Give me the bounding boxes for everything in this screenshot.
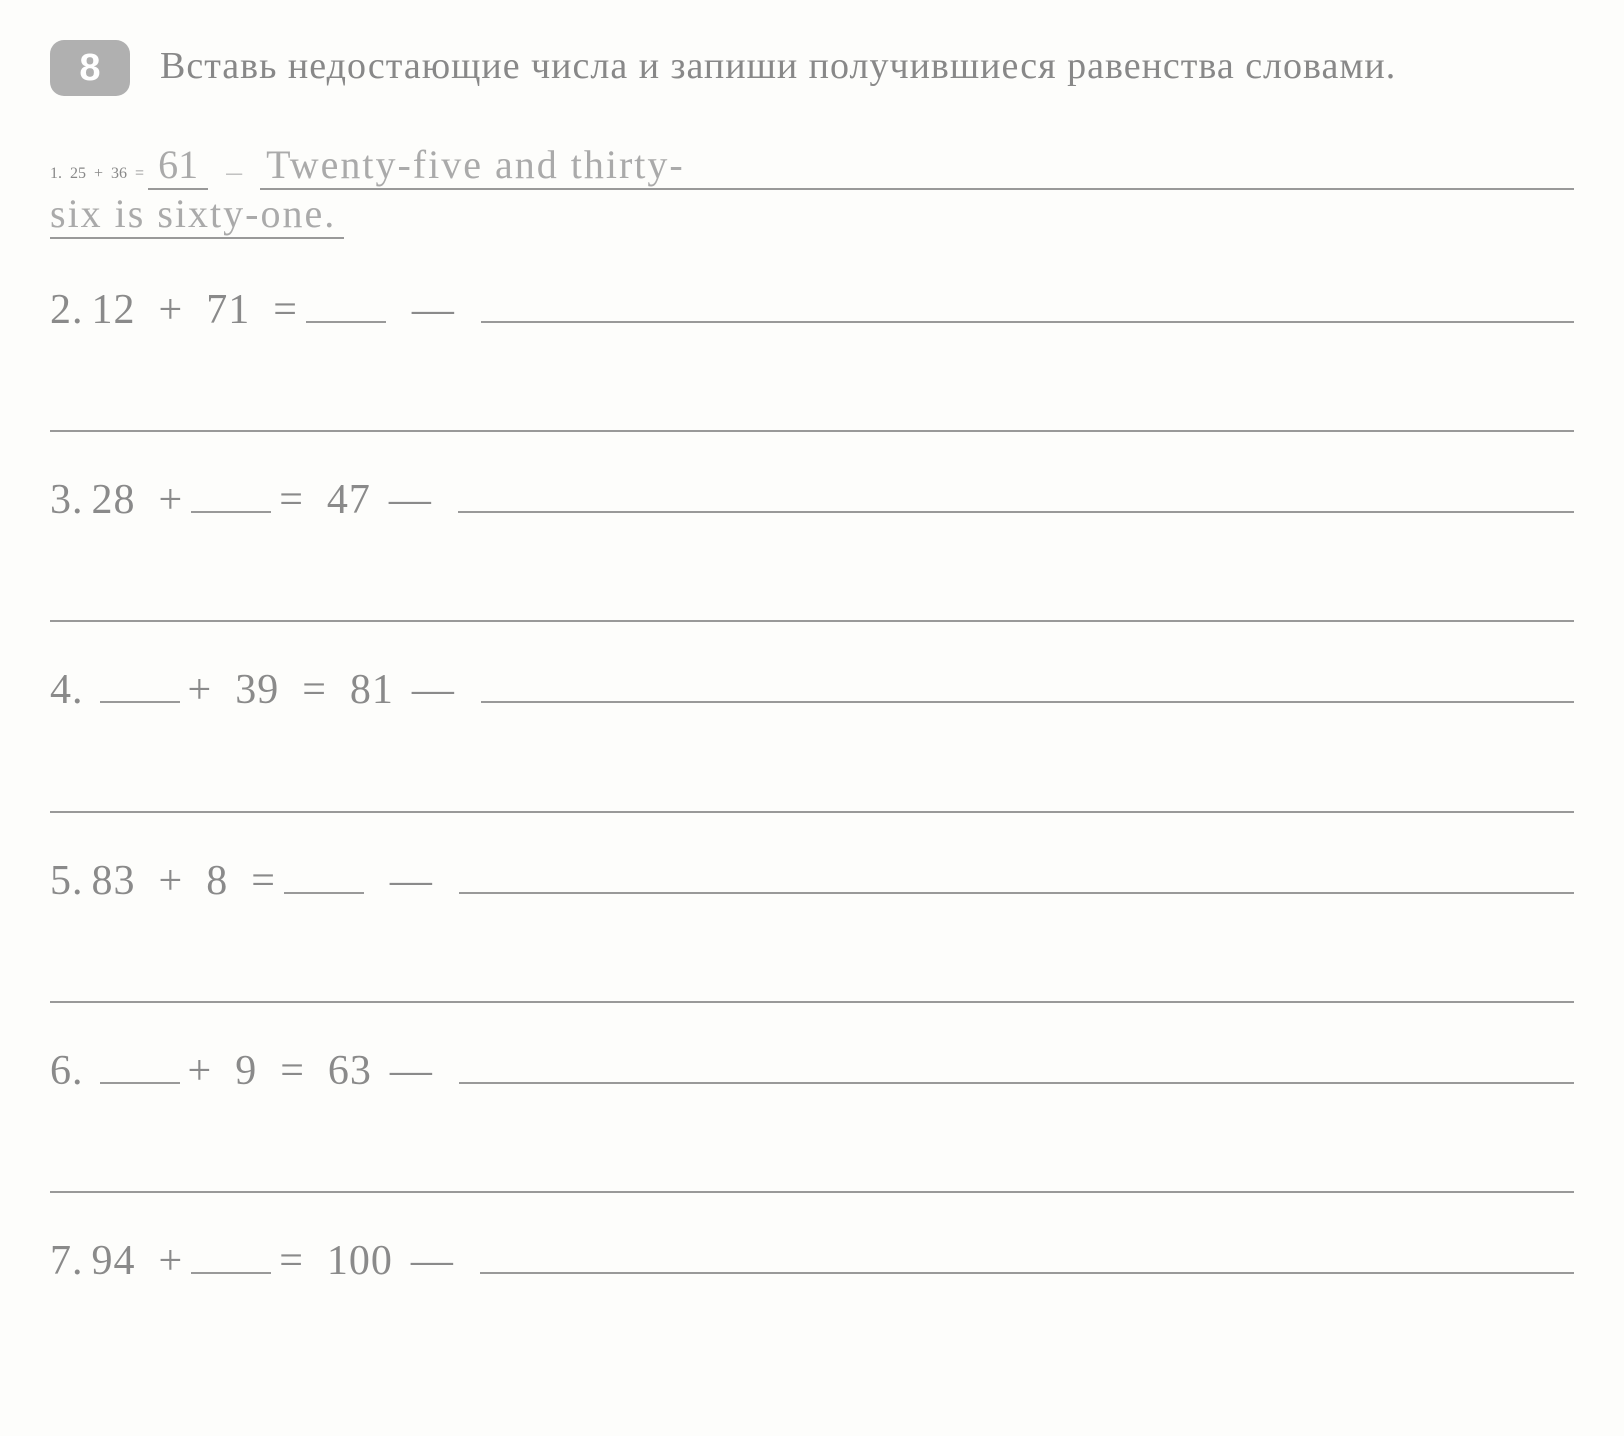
answer-blank-line[interactable] <box>480 1232 1574 1274</box>
problem-number: 1. <box>50 165 62 183</box>
blank-operand[interactable] <box>100 661 180 703</box>
operand-left: 12 <box>92 287 136 333</box>
answer-blank-line[interactable] <box>458 471 1574 513</box>
operator: + <box>159 1238 184 1284</box>
exercise-instruction: Вставь недостающие числа и запиши получи… <box>160 40 1396 93</box>
example-answer-text-line2: six is sixty-one. <box>50 190 344 239</box>
example-answer-number: 61 <box>148 141 208 190</box>
problem-7: 7. 94 + = 100 — <box>50 1228 1574 1295</box>
operand-right: 71 <box>206 287 250 333</box>
equals: = <box>279 477 304 523</box>
equals: = <box>135 165 144 182</box>
operator: + <box>159 477 184 523</box>
operand-left: 94 <box>92 1238 136 1284</box>
problem-1: 1. 25 + 36 = 61 — Twenty-five and thirty… <box>50 141 1574 257</box>
answer-blank-line[interactable] <box>459 1042 1574 1084</box>
dash-separator: — <box>411 1228 454 1295</box>
answer-continuation-line[interactable] <box>50 945 1574 1003</box>
math-expression-right: = 47 <box>279 467 371 534</box>
operand-left: 83 <box>92 858 136 904</box>
operand-right: 9 <box>235 1048 257 1094</box>
answer-blank-line[interactable] <box>481 281 1574 323</box>
problem-2: 2. 12 + 71 = — <box>50 277 1574 432</box>
equals: = <box>302 667 327 713</box>
blank-result[interactable] <box>284 852 364 894</box>
problems-list: 1. 25 + 36 = 61 — Twenty-five and thirty… <box>50 141 1574 1295</box>
math-expression: 28 + <box>92 467 184 534</box>
result: 100 <box>327 1238 393 1284</box>
dash-separator: — <box>412 277 455 344</box>
equals: = <box>251 858 276 904</box>
problem-5: 5. 83 + 8 = — <box>50 848 1574 1003</box>
example-answer-text-line1: Twenty-five and thirty- <box>260 141 1574 190</box>
blank-operand[interactable] <box>191 471 271 513</box>
math-expression: + 39 = 81 <box>188 657 394 724</box>
equals: = <box>273 287 298 333</box>
problem-3: 3. 28 + = 47 — <box>50 467 1574 622</box>
dash-separator: — <box>412 657 455 724</box>
dash-separator: — <box>226 165 242 183</box>
problem-6: 6. + 9 = 63 — <box>50 1038 1574 1193</box>
result: 47 <box>327 477 371 523</box>
dash-separator: — <box>390 848 433 915</box>
math-expression: 12 + 71 = <box>92 277 298 344</box>
answer-continuation-line[interactable] <box>50 1135 1574 1193</box>
blank-operand[interactable] <box>191 1232 271 1274</box>
math-expression-right: = 100 <box>279 1228 393 1295</box>
equals: = <box>279 1238 304 1284</box>
answer-blank-line[interactable] <box>481 661 1574 703</box>
operand-right: 39 <box>235 667 279 713</box>
problem-number: 4. <box>50 657 84 724</box>
operator: + <box>159 858 184 904</box>
operand-right: 8 <box>206 858 228 904</box>
operator: + <box>159 287 184 333</box>
problem-number: 5. <box>50 848 84 915</box>
answer-continuation-line[interactable] <box>50 374 1574 432</box>
math-expression: 94 + <box>92 1228 184 1295</box>
problem-number: 6. <box>50 1038 84 1105</box>
equals: = <box>280 1048 305 1094</box>
problem-number: 2. <box>50 277 84 344</box>
operand-left: 28 <box>92 477 136 523</box>
exercise-number: 8 <box>79 47 100 90</box>
operator: + <box>94 165 103 182</box>
answer-continuation-line[interactable] <box>50 755 1574 813</box>
dash-separator: — <box>389 467 432 534</box>
math-expression: 25 + 36 = <box>70 165 148 183</box>
answer-blank-line[interactable] <box>459 852 1574 894</box>
math-expression: + 9 = 63 <box>188 1038 372 1105</box>
blank-result[interactable] <box>306 281 386 323</box>
blank-operand[interactable] <box>100 1042 180 1084</box>
operand-right: 36 <box>111 165 127 182</box>
math-expression: 83 + 8 = <box>92 848 276 915</box>
answer-continuation-line[interactable] <box>50 564 1574 622</box>
problem-number: 7. <box>50 1228 84 1295</box>
exercise-header: 8 Вставь недостающие числа и запиши полу… <box>50 40 1574 96</box>
operator: + <box>188 1048 213 1094</box>
problem-number: 3. <box>50 467 84 534</box>
operand-left: 25 <box>70 165 86 182</box>
exercise-badge: 8 <box>50 40 130 96</box>
problem-4: 4. + 39 = 81 — <box>50 657 1574 812</box>
result: 63 <box>328 1048 372 1094</box>
dash-separator: — <box>390 1038 433 1105</box>
result: 81 <box>350 667 394 713</box>
operator: + <box>188 667 213 713</box>
